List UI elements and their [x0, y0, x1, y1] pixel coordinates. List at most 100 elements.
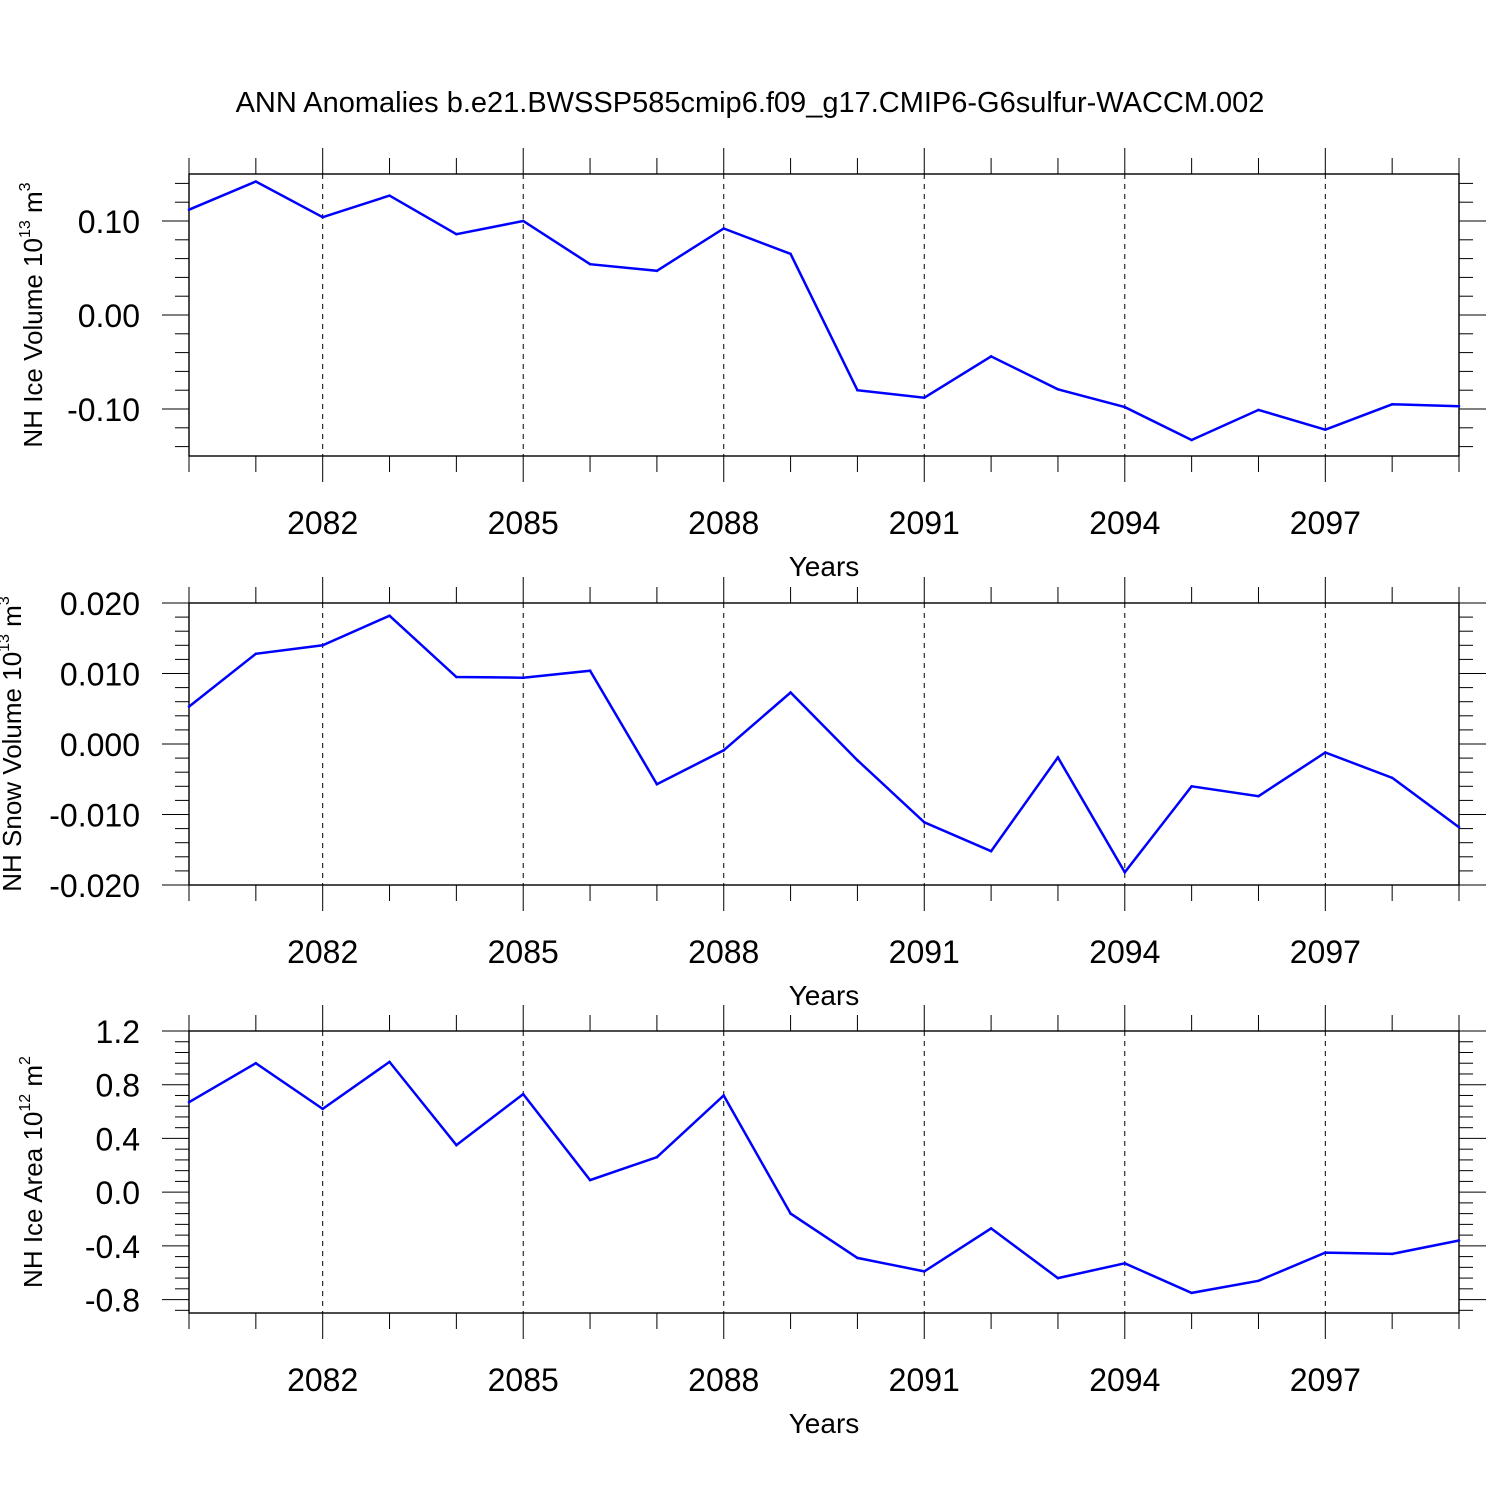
- y-tick-label: -0.010: [49, 798, 140, 834]
- plot-frame: [188, 1030, 1460, 1314]
- data-point: [1123, 405, 1127, 409]
- x-tick-label: 2097: [1290, 505, 1361, 541]
- x-tick-label: 2085: [488, 934, 559, 970]
- plot-frame: [188, 602, 1460, 886]
- x-tick-label: 2082: [287, 1362, 358, 1398]
- data-point: [1390, 776, 1394, 780]
- data-point: [856, 1256, 859, 1260]
- y-axis-label: NH Snow Volume 1013 m3: [0, 596, 27, 892]
- data-point: [588, 1178, 592, 1182]
- y-axis-label-text: NH Ice Area 10: [18, 1112, 48, 1288]
- data-point: [1056, 756, 1060, 759]
- data-point: [521, 1092, 525, 1096]
- data-point: [989, 849, 993, 853]
- series-line: [188, 1060, 1460, 1295]
- x-axis-label: Years: [789, 551, 860, 582]
- data-point: [655, 1155, 659, 1159]
- data-point: [1324, 751, 1327, 754]
- data-point: [321, 644, 324, 647]
- data-point: [1257, 794, 1260, 798]
- data-point: [1324, 1251, 1327, 1254]
- data-point: [1056, 1276, 1060, 1280]
- x-tick-label: 2085: [488, 505, 559, 541]
- figure-title: ANN Anomalies b.e21.BWSSP585cmip6.f09_g1…: [236, 87, 1265, 119]
- y-tick-label: 0.10: [78, 204, 140, 240]
- y-tick-label: 0.010: [60, 657, 140, 693]
- y-axis-label-text: NH Snow Volume 10: [0, 652, 27, 892]
- x-tick-label: 2094: [1089, 934, 1160, 970]
- data-point: [588, 262, 592, 266]
- data-point: [1457, 1239, 1461, 1242]
- x-axis-label: Years: [789, 1408, 860, 1439]
- series-line: [188, 614, 1460, 875]
- y-tick-label: 0.000: [60, 727, 140, 763]
- data-point: [789, 1212, 792, 1215]
- data-point: [789, 691, 792, 694]
- y-tick-label: -0.4: [85, 1229, 140, 1265]
- data-point: [789, 252, 792, 256]
- x-tick-label: 2097: [1290, 934, 1361, 970]
- data-point: [1390, 403, 1394, 406]
- data-point: [1123, 1262, 1127, 1265]
- data-point: [254, 180, 258, 183]
- x-tick-label: 2088: [688, 934, 759, 970]
- y-tick-label: -0.8: [85, 1283, 140, 1319]
- x-tick-label: 2088: [688, 1362, 759, 1398]
- y-axis-label-superscript: 12: [17, 1094, 34, 1112]
- data-point: [1324, 428, 1327, 431]
- y-axis-label-text: m: [18, 191, 48, 220]
- y-axis-label-text: m: [0, 605, 27, 634]
- y-axis-label: NH Ice Volume 1013 m3: [17, 182, 48, 447]
- y-tick-label: 0.0: [96, 1175, 140, 1211]
- data-point: [521, 676, 525, 680]
- data-point: [187, 1100, 191, 1104]
- data-point: [1457, 404, 1461, 408]
- y-axis-label: NH Ice Area 1012 m2: [17, 1056, 48, 1288]
- data-point: [655, 269, 659, 273]
- series-line: [188, 180, 1460, 442]
- data-point: [1190, 785, 1193, 788]
- data-point: [455, 675, 458, 679]
- y-axis-label-superscript: 13: [0, 634, 13, 652]
- x-tick-label: 2094: [1089, 505, 1160, 541]
- chart-panels: 0.10 0.00 -0.10 2082 2085 2088 2091 2094 2097 Yea…: [0, 148, 1486, 1439]
- x-tick-label: 2085: [488, 1362, 559, 1398]
- data-point: [1190, 438, 1193, 442]
- x-tick-label: 2091: [889, 1362, 960, 1398]
- y-axis-label-text: NH Ice Volume 10: [18, 238, 48, 448]
- y-tick-label: 1.2: [96, 1014, 140, 1050]
- data-point: [922, 396, 926, 400]
- y-tick-label: -0.10: [67, 392, 140, 428]
- data-point: [922, 1270, 926, 1273]
- data-point: [455, 1143, 458, 1147]
- y-tick-label: 0.00: [78, 298, 140, 334]
- data-point: [856, 388, 859, 392]
- x-tick-label: 2091: [889, 934, 960, 970]
- y-tick-label: -0.020: [49, 868, 140, 904]
- data-point: [388, 194, 391, 197]
- data-point: [1257, 1279, 1260, 1283]
- x-axis-label: Years: [789, 980, 860, 1011]
- y-axis-label-superscript: 3: [17, 182, 34, 191]
- data-point: [655, 782, 659, 786]
- data-point: [1390, 1252, 1394, 1256]
- data-point: [1257, 408, 1260, 412]
- data-point: [187, 705, 191, 708]
- x-tick-label: 2091: [889, 505, 960, 541]
- data-point: [187, 208, 191, 212]
- x-tick-label: 2097: [1290, 1362, 1361, 1398]
- data-point: [722, 749, 726, 752]
- data-point: [254, 1061, 258, 1065]
- data-point: [1190, 1291, 1193, 1295]
- data-point: [989, 355, 993, 358]
- data-point: [1457, 825, 1461, 829]
- data-point: [722, 227, 726, 230]
- x-tick-label: 2082: [287, 505, 358, 541]
- data-point: [388, 1060, 391, 1064]
- y-axis-label-superscript: 2: [17, 1056, 34, 1065]
- data-point: [455, 232, 458, 236]
- y-tick-label: 0.020: [60, 586, 140, 622]
- chart-panel-3: 1.2 0.8 0.4 0.0 -0.4 -0.8 2082 2085 2088 2091 2094…: [17, 1005, 1486, 1439]
- data-point: [588, 669, 592, 672]
